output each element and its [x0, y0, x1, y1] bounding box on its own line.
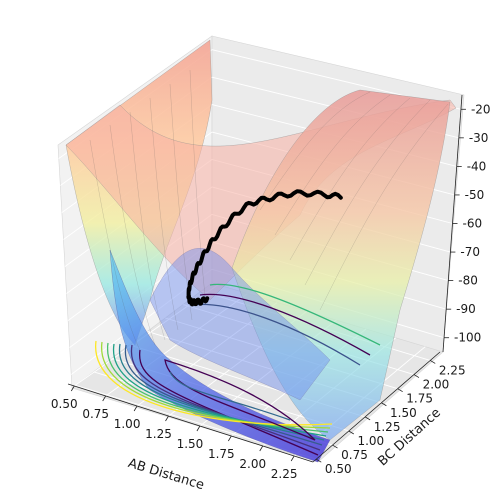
x-tick-mark	[259, 445, 264, 452]
y-tick-label: 1.75	[406, 392, 433, 406]
x-tick-label: 2.00	[239, 457, 266, 471]
contour-level-1	[139, 349, 319, 456]
contour-projection	[95, 283, 381, 456]
z-tick-label: -70	[460, 245, 480, 259]
contour-level-4	[118, 343, 325, 441]
y-tick-mark	[316, 458, 322, 463]
z-tick-label: -20	[471, 102, 491, 116]
surface-saddle	[149, 248, 331, 401]
z-tick-label: -40	[467, 159, 487, 173]
y-tick-label: 1.00	[357, 434, 384, 448]
x-tick-label: 1.75	[208, 447, 235, 461]
x-tick-label: 0.75	[82, 407, 109, 421]
y-tick-mark	[364, 416, 371, 421]
y-tick-mark	[430, 360, 436, 364]
contour-ridge-2	[199, 293, 371, 356]
y-tick-label: 0.75	[341, 448, 368, 462]
contour-level-5	[112, 343, 327, 437]
z-tick-label: -50	[465, 188, 485, 202]
contour-level-8	[95, 340, 333, 426]
x-axis-line	[67, 383, 314, 463]
x-tick-mark	[70, 385, 75, 392]
contour-level-7	[101, 341, 331, 429]
y-tick-label: 2.00	[423, 378, 450, 392]
z-tick-label: -30	[469, 131, 489, 145]
contour-ridge-1	[209, 283, 381, 346]
surface-right-ridge	[231, 89, 451, 441]
contour-level-2	[130, 344, 321, 451]
x-tick-labels: 0.50 0.75 1.00 1.25 1.50 1.75 2.00 2.25	[51, 385, 298, 481]
x-tick-label: 0.50	[51, 397, 78, 411]
surface-mesh-lines	[89, 69, 449, 351]
contour-level-3	[124, 344, 323, 446]
y-tick-mark	[348, 430, 355, 435]
contour-inner-2	[169, 371, 291, 421]
x-tick-mark	[165, 415, 169, 422]
y-tick-label: 2.25	[439, 363, 466, 377]
z-tick-label: -90	[456, 302, 476, 316]
y-tick-mark	[332, 444, 338, 449]
y-tick-mark	[413, 374, 420, 378]
x-tick-label: 1.25	[145, 427, 172, 441]
x-tick-mark	[133, 405, 138, 412]
y-tick-mark	[397, 388, 403, 393]
x-tick-mark	[290, 455, 295, 462]
x-gridline	[105, 293, 248, 397]
x-tick-mark	[196, 425, 201, 432]
y-tick-label: 0.50	[325, 462, 352, 476]
y-tick-label: 1.25	[374, 420, 401, 434]
trajectory-group	[186, 189, 343, 307]
contour-ridge-3	[189, 303, 361, 366]
y-tick-labels: 0.500.751.001.251.501.752.002.25	[316, 360, 466, 476]
x-tick-mark	[227, 435, 232, 442]
x-axis-label: AB Distance	[126, 456, 206, 493]
y-axis-line	[312, 351, 441, 463]
y-tick-label: 1.50	[390, 406, 417, 420]
z-tick-label: -80	[458, 274, 478, 288]
trajectory-line	[186, 189, 343, 307]
x-tick-label: 2.25	[271, 467, 298, 481]
z-tick-labels: -20 -30 -40 -50 -60 -70 -80 -90 -100	[444, 102, 491, 345]
x-tick-label: 1.50	[177, 437, 204, 451]
z-tick-label: -60	[463, 217, 483, 231]
x-tick-mark	[102, 395, 107, 402]
z-tick-label: -100	[454, 331, 481, 345]
x-tick-label: 1.00	[114, 417, 141, 431]
y-tick-mark	[381, 402, 387, 407]
